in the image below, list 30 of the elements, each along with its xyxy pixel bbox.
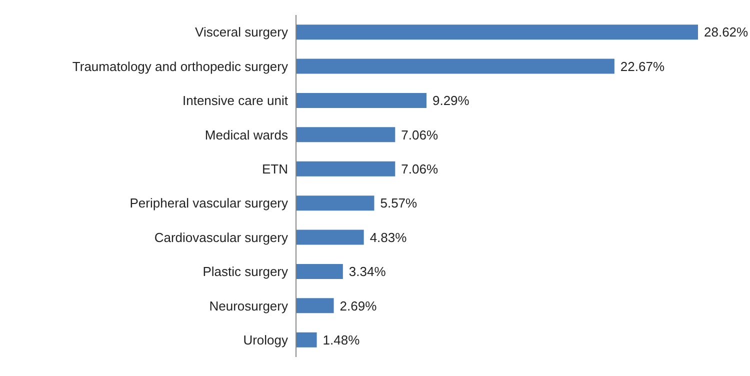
bar (296, 298, 334, 314)
data-label: 7.06% (401, 161, 438, 176)
y-tick-label: ETN (262, 162, 288, 177)
bar (296, 230, 364, 245)
bar (296, 127, 396, 142)
bar (296, 24, 698, 40)
y-tick-label: Peripheral vascular surgery (130, 196, 288, 211)
y-tick-label: Plastic surgery (202, 264, 288, 280)
data-label: 9.29% (432, 93, 470, 108)
bar (296, 92, 426, 108)
bar (296, 332, 317, 348)
y-tick-label: Neurosurgery (209, 298, 288, 314)
data-label: 7.06% (401, 127, 438, 142)
y-tick-label: Visceral surgery (195, 24, 288, 40)
data-label: 28.62% (704, 24, 749, 40)
data-label: 4.83% (370, 230, 408, 245)
data-label: 22.67% (620, 58, 665, 74)
data-label: 2.69% (340, 298, 378, 314)
data-label: 5.57% (380, 196, 418, 211)
y-tick-label: Intensive care unit (182, 93, 288, 108)
bar (296, 58, 614, 74)
y-tick-label: Medical wards (204, 127, 288, 142)
bar (296, 264, 343, 279)
data-label: 1.48% (322, 332, 360, 348)
data-label: 3.34% (348, 264, 386, 280)
bar (296, 196, 374, 211)
y-tick-label: Traumatology and orthopedic surgery (72, 58, 288, 74)
bar (296, 161, 396, 176)
y-tick-label: Cardiovascular surgery (154, 230, 288, 245)
y-tick-label: Urology (243, 332, 288, 348)
